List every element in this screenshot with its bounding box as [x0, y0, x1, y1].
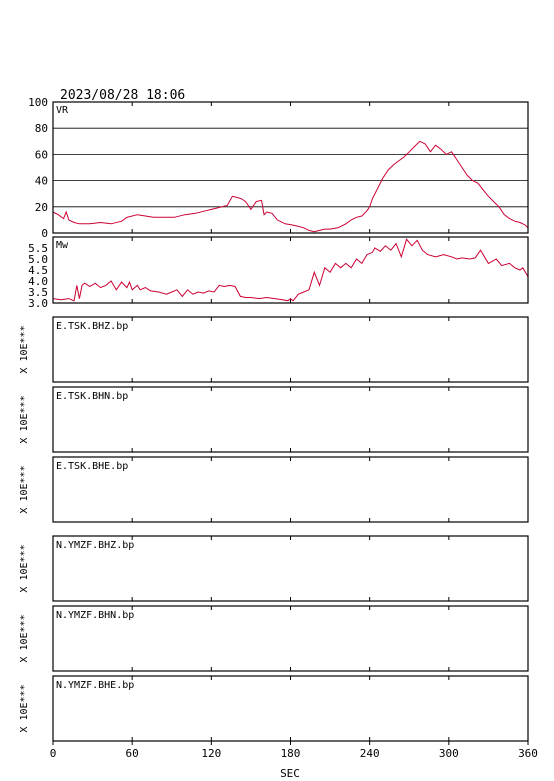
vr-frame — [52, 101, 529, 234]
trace-label: E.TSK.BHZ.bp — [56, 321, 128, 332]
vr-y-tick-label: 100 — [28, 96, 48, 109]
mw-label: Mw — [56, 240, 69, 251]
mw-y-tick-label: 3.5 — [28, 286, 48, 299]
x-axis: 0 60 120 180 240 300 360 SEC — [50, 741, 538, 780]
trace-label: N.YMZF.BHZ.bp — [56, 540, 134, 551]
mw-y-tick-label: 4.5 — [28, 264, 48, 277]
trace-y-label: X 10E*** — [19, 684, 30, 732]
mw-y-tick-labels: 5.55.04.54.03.53.0 — [28, 242, 48, 310]
trace-y-label: X 10E*** — [19, 395, 30, 443]
mw-series-line — [52, 238, 529, 302]
trace-panel: N.YMZF.BHE.bp X 10E*** — [19, 675, 529, 742]
vr-x-tick-marks — [131, 102, 450, 233]
vr-y-tick-label: 60 — [35, 148, 48, 161]
mw-frame — [52, 236, 529, 304]
header-datetime: 2023/08/28 18:06 — [60, 88, 185, 103]
x-tick-label: 300 — [439, 747, 459, 760]
vr-panel: 100 80 60 40 20 0 VR — [28, 96, 529, 240]
x-tick-label: 120 — [201, 747, 221, 760]
trace-panel: E.TSK.BHN.bp X 10E*** — [19, 386, 529, 453]
mw-y-tick-label: 3.0 — [28, 297, 48, 310]
vr-gridlines — [53, 101, 528, 234]
trace-y-label: X 10E*** — [19, 465, 30, 513]
x-axis-label: SEC — [280, 767, 300, 780]
trace-label: E.TSK.BHN.bp — [56, 391, 128, 402]
mw-panel: 5.55.04.54.03.53.0 Mw — [28, 236, 529, 310]
mw-y-tick-label: 5.0 — [28, 253, 48, 266]
vr-y-tick-label: 80 — [35, 122, 48, 135]
trace-label: N.YMZF.BHE.bp — [56, 680, 134, 691]
vr-label: VR — [56, 105, 69, 116]
waveform-trace-panels: E.TSK.BHZ.bp X 10E*** E.TSK.BHN.bp X 10E***… — [19, 316, 529, 742]
trace-y-label: X 10E*** — [19, 325, 30, 373]
trace-panel: N.YMZF.BHN.bp X 10E*** — [19, 605, 529, 672]
mw-y-tick-label: 5.5 — [28, 242, 48, 255]
mw-x-tick-marks — [131, 237, 450, 303]
x-tick-label: 240 — [360, 747, 380, 760]
trace-label: N.YMZF.BHN.bp — [56, 610, 134, 621]
x-tick-label: 60 — [126, 747, 139, 760]
vr-y-tick-labels: 100 80 60 40 20 0 — [28, 96, 48, 240]
vr-y-tick-label: 0 — [41, 227, 48, 240]
vr-series-line — [52, 140, 529, 233]
trace-y-label: X 10E*** — [19, 544, 30, 592]
trace-panel: E.TSK.BHZ.bp X 10E*** — [19, 316, 529, 383]
x-tick-labels: 0 60 120 180 240 300 360 — [50, 741, 538, 760]
x-tick-label: 180 — [281, 747, 301, 760]
vr-y-tick-label: 40 — [35, 175, 48, 188]
trace-y-label: X 10E*** — [19, 614, 30, 662]
vr-y-tick-label: 20 — [35, 201, 48, 214]
x-tick-label: 360 — [518, 747, 538, 760]
mw-y-tick-label: 4.0 — [28, 275, 48, 288]
trace-panel: E.TSK.BHE.bp X 10E*** — [19, 456, 529, 523]
trace-panel: N.YMZF.BHZ.bp X 10E*** — [19, 535, 529, 602]
x-tick-label: 0 — [50, 747, 57, 760]
trace-label: E.TSK.BHE.bp — [56, 461, 128, 472]
